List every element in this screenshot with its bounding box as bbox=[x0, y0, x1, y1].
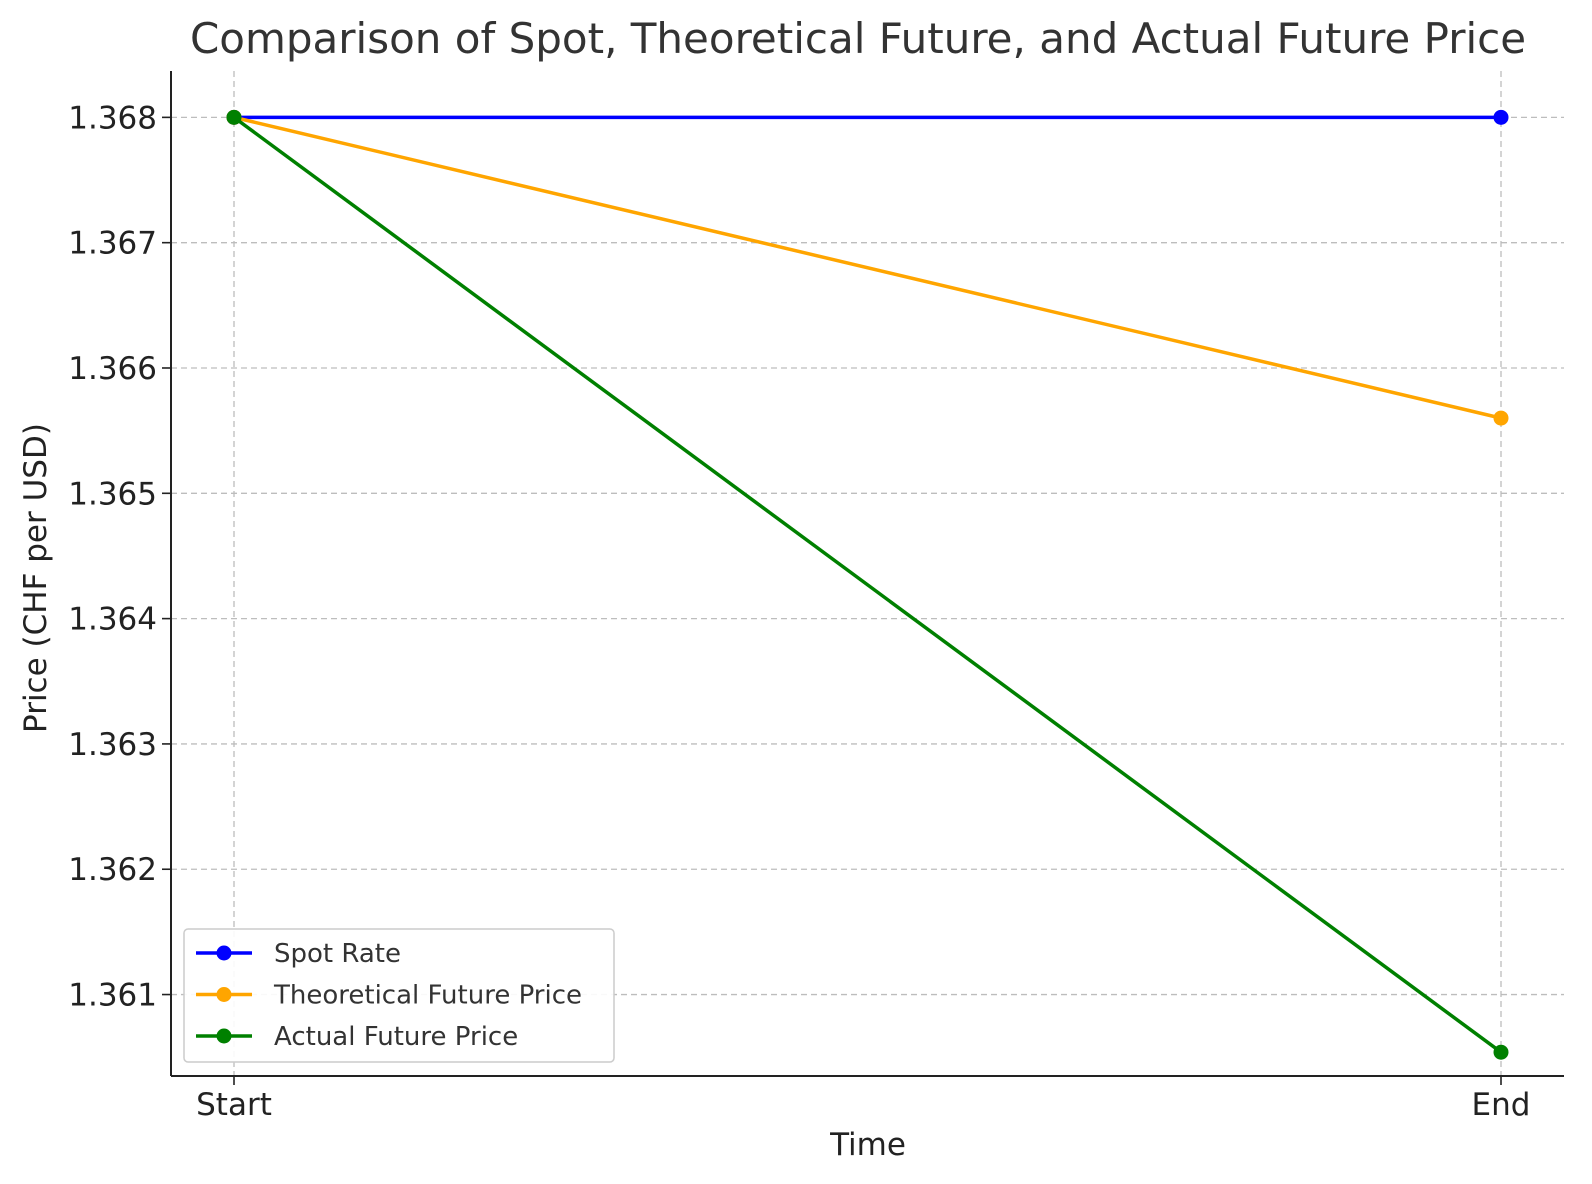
series-line-3 bbox=[232, 115, 1503, 1054]
data-point bbox=[1493, 410, 1509, 426]
grid bbox=[171, 71, 1564, 1076]
legend-label: Actual Future Price bbox=[274, 1022, 518, 1052]
x-tick-label: Start bbox=[196, 1087, 272, 1123]
x-tick-label: End bbox=[1472, 1087, 1531, 1123]
y-axis-label: Price (CHF per USD) bbox=[18, 423, 54, 733]
ticks: 1.361 1.362 1.363 1.364 1.365 1.366 1.367 1.368… bbox=[68, 100, 1530, 1123]
chart-title: Comparison of Spot, Theoretical Future, … bbox=[190, 14, 1526, 63]
legend-label: Spot Rate bbox=[274, 939, 401, 969]
data-point bbox=[1493, 1044, 1509, 1060]
legend: Spot Rate Theoretical Future Price Actual … bbox=[183, 928, 615, 1063]
legend-label: Theoretical Future Price bbox=[273, 981, 582, 1011]
series-line-2 bbox=[233, 115, 1502, 420]
y-tick-label: 1.362 bbox=[68, 852, 157, 888]
legend-marker bbox=[216, 1028, 232, 1044]
series-layer bbox=[226, 109, 1509, 1060]
y-tick-label: 1.361 bbox=[68, 978, 157, 1014]
legend-marker bbox=[216, 945, 232, 961]
y-tick-label: 1.367 bbox=[68, 226, 157, 262]
data-point bbox=[226, 109, 242, 125]
legend-box bbox=[183, 928, 615, 1063]
y-tick-label: 1.368 bbox=[68, 100, 157, 136]
x-axis-label: Time bbox=[829, 1127, 906, 1163]
legend-marker bbox=[216, 987, 232, 1002]
y-tick-label: 1.364 bbox=[68, 602, 157, 638]
y-tick-label: 1.365 bbox=[68, 476, 157, 512]
axes bbox=[170, 71, 1564, 1077]
data-point bbox=[1493, 109, 1509, 125]
y-tick-label: 1.366 bbox=[68, 351, 157, 387]
y-tick-label: 1.363 bbox=[68, 727, 157, 763]
